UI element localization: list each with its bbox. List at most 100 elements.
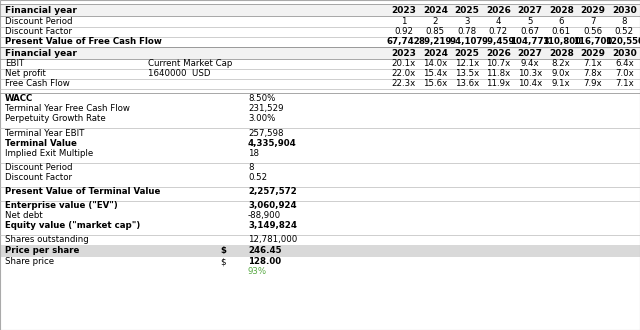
Text: 9.0x: 9.0x	[552, 69, 571, 78]
Text: Net debt: Net debt	[5, 211, 43, 220]
Text: WACC: WACC	[5, 94, 33, 103]
Text: Terminal Year Free Cash Flow: Terminal Year Free Cash Flow	[5, 104, 130, 113]
Text: 2030: 2030	[612, 6, 637, 15]
Text: 7.0x: 7.0x	[615, 69, 634, 78]
Text: 99,459: 99,459	[481, 37, 515, 46]
Text: 3,060,924: 3,060,924	[248, 201, 296, 210]
Text: 4,335,904: 4,335,904	[248, 139, 297, 148]
Text: Terminal Value: Terminal Value	[5, 139, 77, 148]
Text: Enterprise value ("EV"): Enterprise value ("EV")	[5, 201, 118, 210]
Text: 1: 1	[401, 17, 406, 26]
Text: 110,800: 110,800	[541, 37, 580, 46]
Text: Present Value of Free Cash Flow: Present Value of Free Cash Flow	[5, 37, 162, 46]
Text: 0.78: 0.78	[457, 27, 476, 36]
Text: Discount Factor: Discount Factor	[5, 173, 72, 182]
Text: 9.1x: 9.1x	[552, 79, 571, 88]
Text: 8: 8	[621, 17, 627, 26]
Text: 22.3x: 22.3x	[392, 79, 416, 88]
Text: 22.0x: 22.0x	[392, 69, 416, 78]
Text: Current Market Cap: Current Market Cap	[148, 59, 232, 68]
Text: 0.56: 0.56	[583, 27, 602, 36]
Text: 2030: 2030	[612, 49, 637, 57]
Text: 10.3x: 10.3x	[518, 69, 542, 78]
Text: 246.45: 246.45	[248, 246, 282, 255]
Text: 7.1x: 7.1x	[584, 59, 602, 68]
Text: 13.5x: 13.5x	[454, 69, 479, 78]
Text: Share price: Share price	[5, 257, 54, 266]
Text: 7: 7	[590, 17, 595, 26]
Text: 6.4x: 6.4x	[615, 59, 634, 68]
Text: Implied Exit Multiple: Implied Exit Multiple	[5, 149, 93, 158]
Text: 7.9x: 7.9x	[584, 79, 602, 88]
Text: 3,149,824: 3,149,824	[248, 221, 297, 230]
Text: Financial year: Financial year	[5, 6, 77, 15]
Text: 0.72: 0.72	[489, 27, 508, 36]
Text: 5: 5	[527, 17, 532, 26]
Text: 2024: 2024	[423, 6, 448, 15]
Text: 9.4x: 9.4x	[520, 59, 539, 68]
Text: 0.85: 0.85	[426, 27, 445, 36]
Text: 7.1x: 7.1x	[615, 79, 634, 88]
Text: 11.9x: 11.9x	[486, 79, 510, 88]
Text: 2024: 2024	[423, 49, 448, 57]
Text: 2: 2	[433, 17, 438, 26]
Bar	[0, 245, 640, 256]
Text: 2025: 2025	[454, 49, 479, 57]
Text: 2028: 2028	[549, 49, 573, 57]
Text: 11.8x: 11.8x	[486, 69, 510, 78]
Text: 0.61: 0.61	[552, 27, 571, 36]
Text: 67,742: 67,742	[387, 37, 420, 46]
Text: Financial year: Financial year	[5, 49, 77, 57]
Text: 2028: 2028	[549, 6, 573, 15]
Text: 4: 4	[495, 17, 501, 26]
Text: 0.52: 0.52	[614, 27, 634, 36]
Text: 89,219: 89,219	[419, 37, 452, 46]
Text: 231,529: 231,529	[248, 104, 284, 113]
Text: 3.00%: 3.00%	[248, 114, 275, 123]
Text: 94,107: 94,107	[450, 37, 483, 46]
Text: 8: 8	[248, 163, 253, 172]
Text: 10.7x: 10.7x	[486, 59, 510, 68]
Text: 0.67: 0.67	[520, 27, 540, 36]
Text: 104,773: 104,773	[510, 37, 550, 46]
Text: $: $	[220, 257, 225, 266]
Text: $: $	[220, 246, 226, 255]
Text: 116,700: 116,700	[573, 37, 612, 46]
Text: 2027: 2027	[517, 49, 542, 57]
Text: Free Cash Flow: Free Cash Flow	[5, 79, 70, 88]
Text: 128.00: 128.00	[248, 257, 281, 266]
Text: 2023: 2023	[391, 6, 416, 15]
Text: 6: 6	[559, 17, 564, 26]
Bar	[0, 4, 640, 16]
Text: 3: 3	[464, 17, 470, 26]
Text: Discount Period: Discount Period	[5, 163, 72, 172]
Text: Discount Factor: Discount Factor	[5, 27, 72, 36]
Text: Equity value ("market cap"): Equity value ("market cap")	[5, 221, 140, 230]
Text: Discount Period: Discount Period	[5, 17, 72, 26]
Text: 18: 18	[248, 149, 259, 158]
Text: 2029: 2029	[580, 49, 605, 57]
Text: 7.8x: 7.8x	[584, 69, 602, 78]
Text: 0.92: 0.92	[394, 27, 413, 36]
Text: 2023: 2023	[391, 49, 416, 57]
Text: Shares outstanding: Shares outstanding	[5, 235, 89, 244]
Text: Perpetuity Growth Rate: Perpetuity Growth Rate	[5, 114, 106, 123]
Text: 257,598: 257,598	[248, 129, 284, 138]
Text: 13.6x: 13.6x	[454, 79, 479, 88]
Text: 1640000  USD: 1640000 USD	[148, 69, 211, 78]
Text: 2027: 2027	[517, 6, 542, 15]
Text: 20.1x: 20.1x	[392, 59, 416, 68]
Text: 2026: 2026	[486, 49, 511, 57]
Text: Net profit: Net profit	[5, 69, 46, 78]
Text: Price per share: Price per share	[5, 246, 79, 255]
Text: Terminal Year EBIT: Terminal Year EBIT	[5, 129, 84, 138]
Text: -88,900: -88,900	[248, 211, 281, 220]
Text: 12,781,000: 12,781,000	[248, 235, 297, 244]
Text: 8.50%: 8.50%	[248, 94, 275, 103]
Text: 15.4x: 15.4x	[423, 69, 447, 78]
Text: 15.6x: 15.6x	[423, 79, 447, 88]
Bar	[0, 47, 640, 58]
Text: 2,257,572: 2,257,572	[248, 187, 297, 196]
Text: 120,550: 120,550	[605, 37, 640, 46]
Text: 14.0x: 14.0x	[423, 59, 447, 68]
